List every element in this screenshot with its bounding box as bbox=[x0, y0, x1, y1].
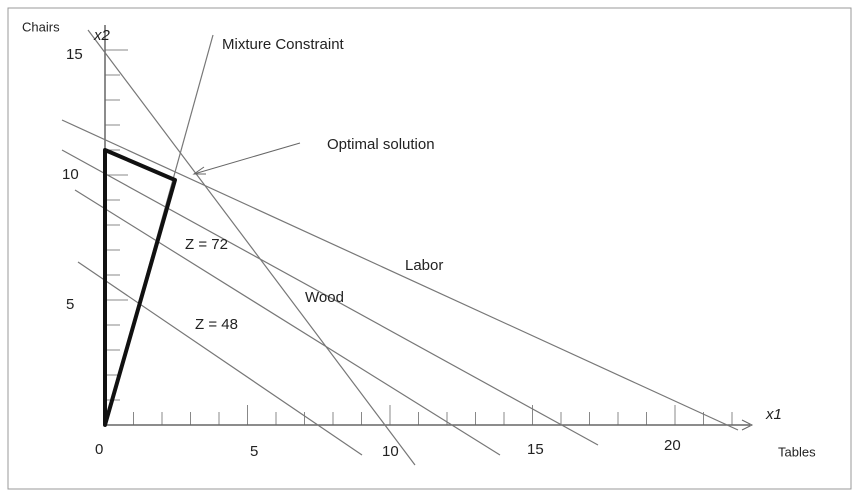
y-tick-label: 10 bbox=[62, 166, 79, 183]
x-tick-label: 10 bbox=[382, 443, 399, 460]
annotation: Optimal solution bbox=[327, 136, 435, 153]
y-tick-label: 15 bbox=[66, 46, 83, 63]
x-tick-label: 5 bbox=[250, 443, 258, 460]
frame bbox=[7, 7, 852, 490]
annotation: Z = 72 bbox=[185, 236, 228, 253]
x-symbol: x1 bbox=[765, 406, 782, 423]
y-symbol: x2 bbox=[93, 27, 111, 44]
optimal-arrow bbox=[193, 142, 301, 175]
x-tick-label: 20 bbox=[664, 437, 681, 454]
x-tick-label: 0 bbox=[95, 441, 103, 458]
z72-line bbox=[74, 189, 501, 456]
annotation: Wood bbox=[305, 289, 344, 306]
x-tick-label: 15 bbox=[527, 441, 544, 458]
wood-line bbox=[87, 29, 416, 466]
annotation: Mixture Constraint bbox=[222, 36, 345, 53]
x-label: Tables bbox=[778, 444, 816, 459]
annotation: Z = 48 bbox=[195, 316, 238, 333]
labor-line bbox=[61, 119, 739, 431]
z-optimal-line bbox=[61, 149, 599, 446]
x-arrow bbox=[741, 419, 754, 431]
z48-line bbox=[77, 261, 363, 456]
annotation: Labor bbox=[405, 257, 443, 274]
y-tick-label: 5 bbox=[66, 296, 74, 313]
y-label: Chairs bbox=[22, 19, 60, 34]
arrow-head bbox=[192, 166, 206, 175]
ticks bbox=[105, 49, 733, 425]
feasible-region bbox=[103, 148, 177, 427]
